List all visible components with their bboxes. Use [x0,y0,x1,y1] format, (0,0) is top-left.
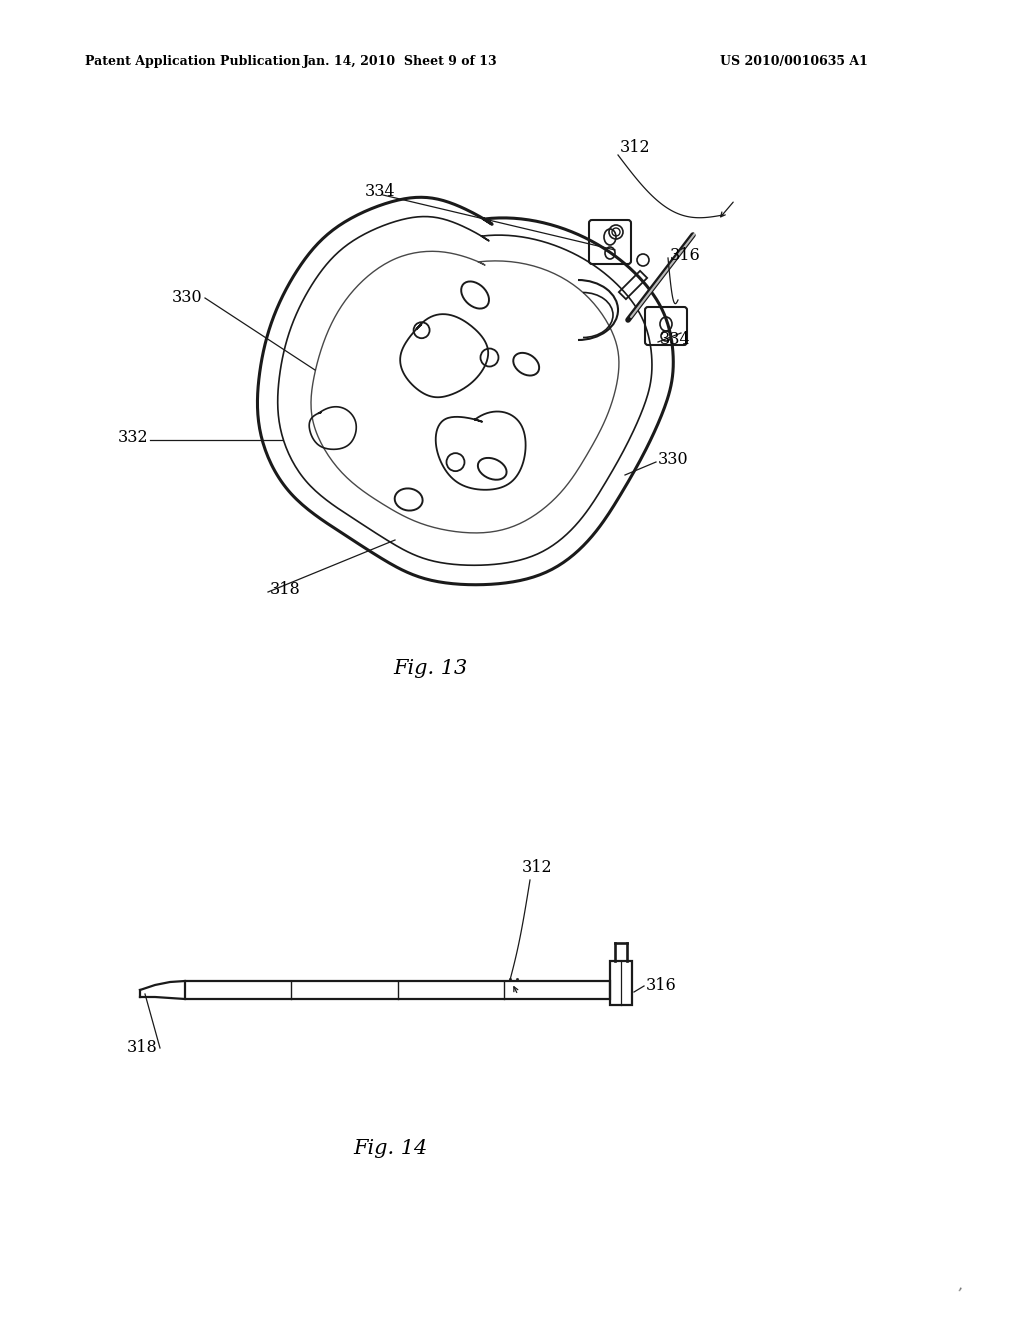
Bar [185,981,610,999]
Text: Patent Application Publication: Patent Application Publication [85,55,300,69]
Text: 334: 334 [660,331,690,348]
Text: 312: 312 [522,859,553,876]
Text: 330: 330 [171,289,202,306]
Bar [618,271,647,300]
Text: 334: 334 [365,183,395,201]
Text: 312: 312 [620,140,650,157]
Text: 318: 318 [127,1040,158,1056]
Text: ’: ’ [953,1287,963,1303]
Text: 316: 316 [670,247,700,264]
Text: 316: 316 [646,977,677,994]
Bar [610,961,632,1005]
Text: 318: 318 [270,582,301,598]
Text: 330: 330 [658,451,688,469]
Text: US 2010/0010635 A1: US 2010/0010635 A1 [720,55,868,69]
Text: 332: 332 [118,429,148,446]
Text: Fig. 13: Fig. 13 [393,659,467,677]
Text: Fig. 14: Fig. 14 [353,1138,427,1158]
Text: Jan. 14, 2010  Sheet 9 of 13: Jan. 14, 2010 Sheet 9 of 13 [303,55,498,69]
